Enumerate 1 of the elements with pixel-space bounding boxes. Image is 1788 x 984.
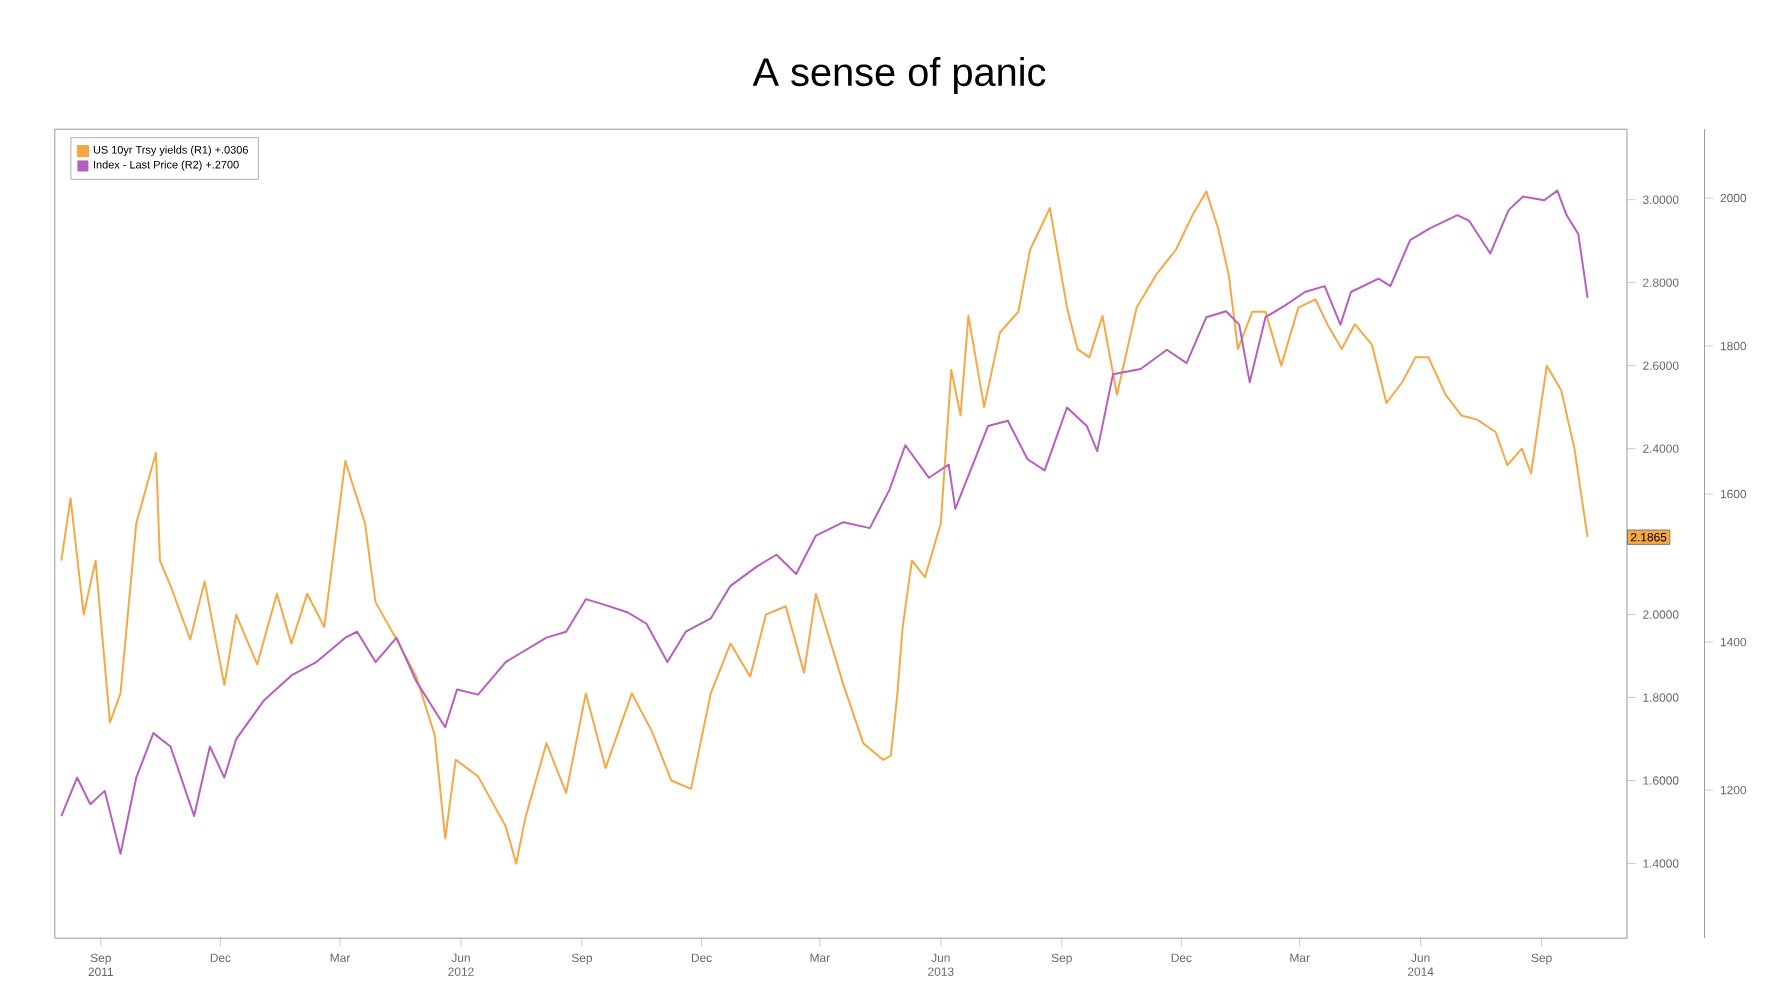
chart-title: A sense of panic [752,57,1046,95]
